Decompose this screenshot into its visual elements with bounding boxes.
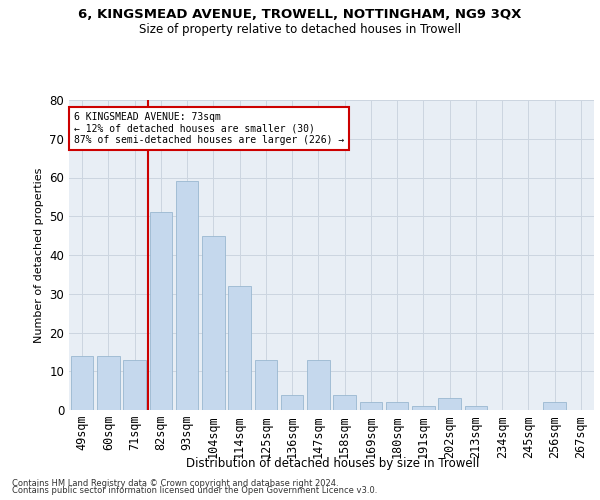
Bar <box>439 398 461 410</box>
Bar <box>97 356 119 410</box>
Bar <box>386 402 408 410</box>
Text: Distribution of detached houses by size in Trowell: Distribution of detached houses by size … <box>187 457 479 470</box>
Bar <box>229 286 251 410</box>
Bar <box>202 236 224 410</box>
Text: Contains HM Land Registry data © Crown copyright and database right 2024.: Contains HM Land Registry data © Crown c… <box>12 478 338 488</box>
Bar <box>412 406 434 410</box>
Bar <box>360 402 382 410</box>
Bar <box>150 212 172 410</box>
Y-axis label: Number of detached properties: Number of detached properties <box>34 168 44 342</box>
Bar <box>176 182 198 410</box>
Text: 6, KINGSMEAD AVENUE, TROWELL, NOTTINGHAM, NG9 3QX: 6, KINGSMEAD AVENUE, TROWELL, NOTTINGHAM… <box>79 8 521 20</box>
Bar <box>465 406 487 410</box>
Bar <box>71 356 93 410</box>
Text: Size of property relative to detached houses in Trowell: Size of property relative to detached ho… <box>139 22 461 36</box>
Text: Contains public sector information licensed under the Open Government Licence v3: Contains public sector information licen… <box>12 486 377 495</box>
Bar <box>544 402 566 410</box>
Bar <box>307 360 329 410</box>
Bar <box>255 360 277 410</box>
Bar <box>124 360 146 410</box>
Bar <box>334 394 356 410</box>
Text: 6 KINGSMEAD AVENUE: 73sqm
← 12% of detached houses are smaller (30)
87% of semi-: 6 KINGSMEAD AVENUE: 73sqm ← 12% of detac… <box>74 112 344 145</box>
Bar <box>281 394 303 410</box>
